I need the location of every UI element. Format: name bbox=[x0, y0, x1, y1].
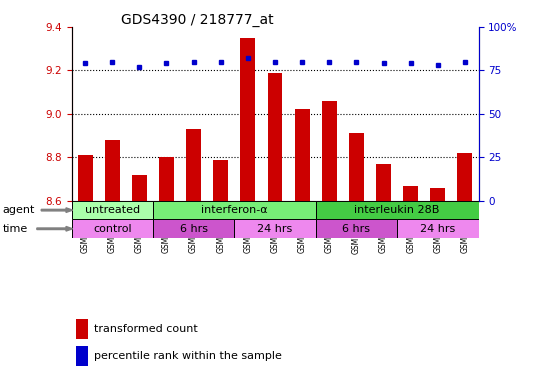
Text: interleukin 28B: interleukin 28B bbox=[354, 205, 440, 215]
Text: GDS4390 / 218777_at: GDS4390 / 218777_at bbox=[121, 13, 274, 27]
Bar bbox=[458, 153, 472, 201]
Bar bbox=[104, 140, 120, 201]
Bar bbox=[78, 155, 92, 201]
Bar bbox=[240, 38, 255, 201]
Bar bbox=[186, 129, 201, 201]
Bar bbox=[376, 164, 391, 201]
Text: time: time bbox=[3, 224, 28, 234]
Text: untreated: untreated bbox=[85, 205, 140, 215]
Bar bbox=[316, 219, 397, 238]
Bar bbox=[213, 159, 228, 201]
Text: transformed count: transformed count bbox=[94, 324, 197, 334]
Bar bbox=[349, 133, 364, 201]
Bar bbox=[132, 175, 147, 201]
Bar bbox=[403, 185, 418, 201]
Bar bbox=[322, 101, 337, 201]
Bar bbox=[75, 346, 88, 366]
Bar bbox=[159, 157, 174, 201]
Text: 6 hrs: 6 hrs bbox=[343, 224, 370, 234]
Bar bbox=[397, 219, 478, 238]
Bar bbox=[295, 109, 310, 201]
Text: 6 hrs: 6 hrs bbox=[180, 224, 207, 234]
Text: 24 hrs: 24 hrs bbox=[420, 224, 455, 234]
Text: control: control bbox=[93, 224, 131, 234]
Bar bbox=[153, 201, 316, 219]
Bar bbox=[430, 188, 446, 201]
Bar bbox=[267, 73, 283, 201]
Bar bbox=[72, 219, 153, 238]
Bar bbox=[316, 201, 478, 219]
Text: agent: agent bbox=[3, 205, 35, 215]
Bar bbox=[153, 219, 234, 238]
Bar bbox=[72, 201, 153, 219]
Text: percentile rank within the sample: percentile rank within the sample bbox=[94, 351, 282, 361]
Text: interferon-α: interferon-α bbox=[201, 205, 268, 215]
Text: 24 hrs: 24 hrs bbox=[257, 224, 293, 234]
Bar bbox=[234, 219, 316, 238]
Bar bbox=[75, 319, 88, 339]
